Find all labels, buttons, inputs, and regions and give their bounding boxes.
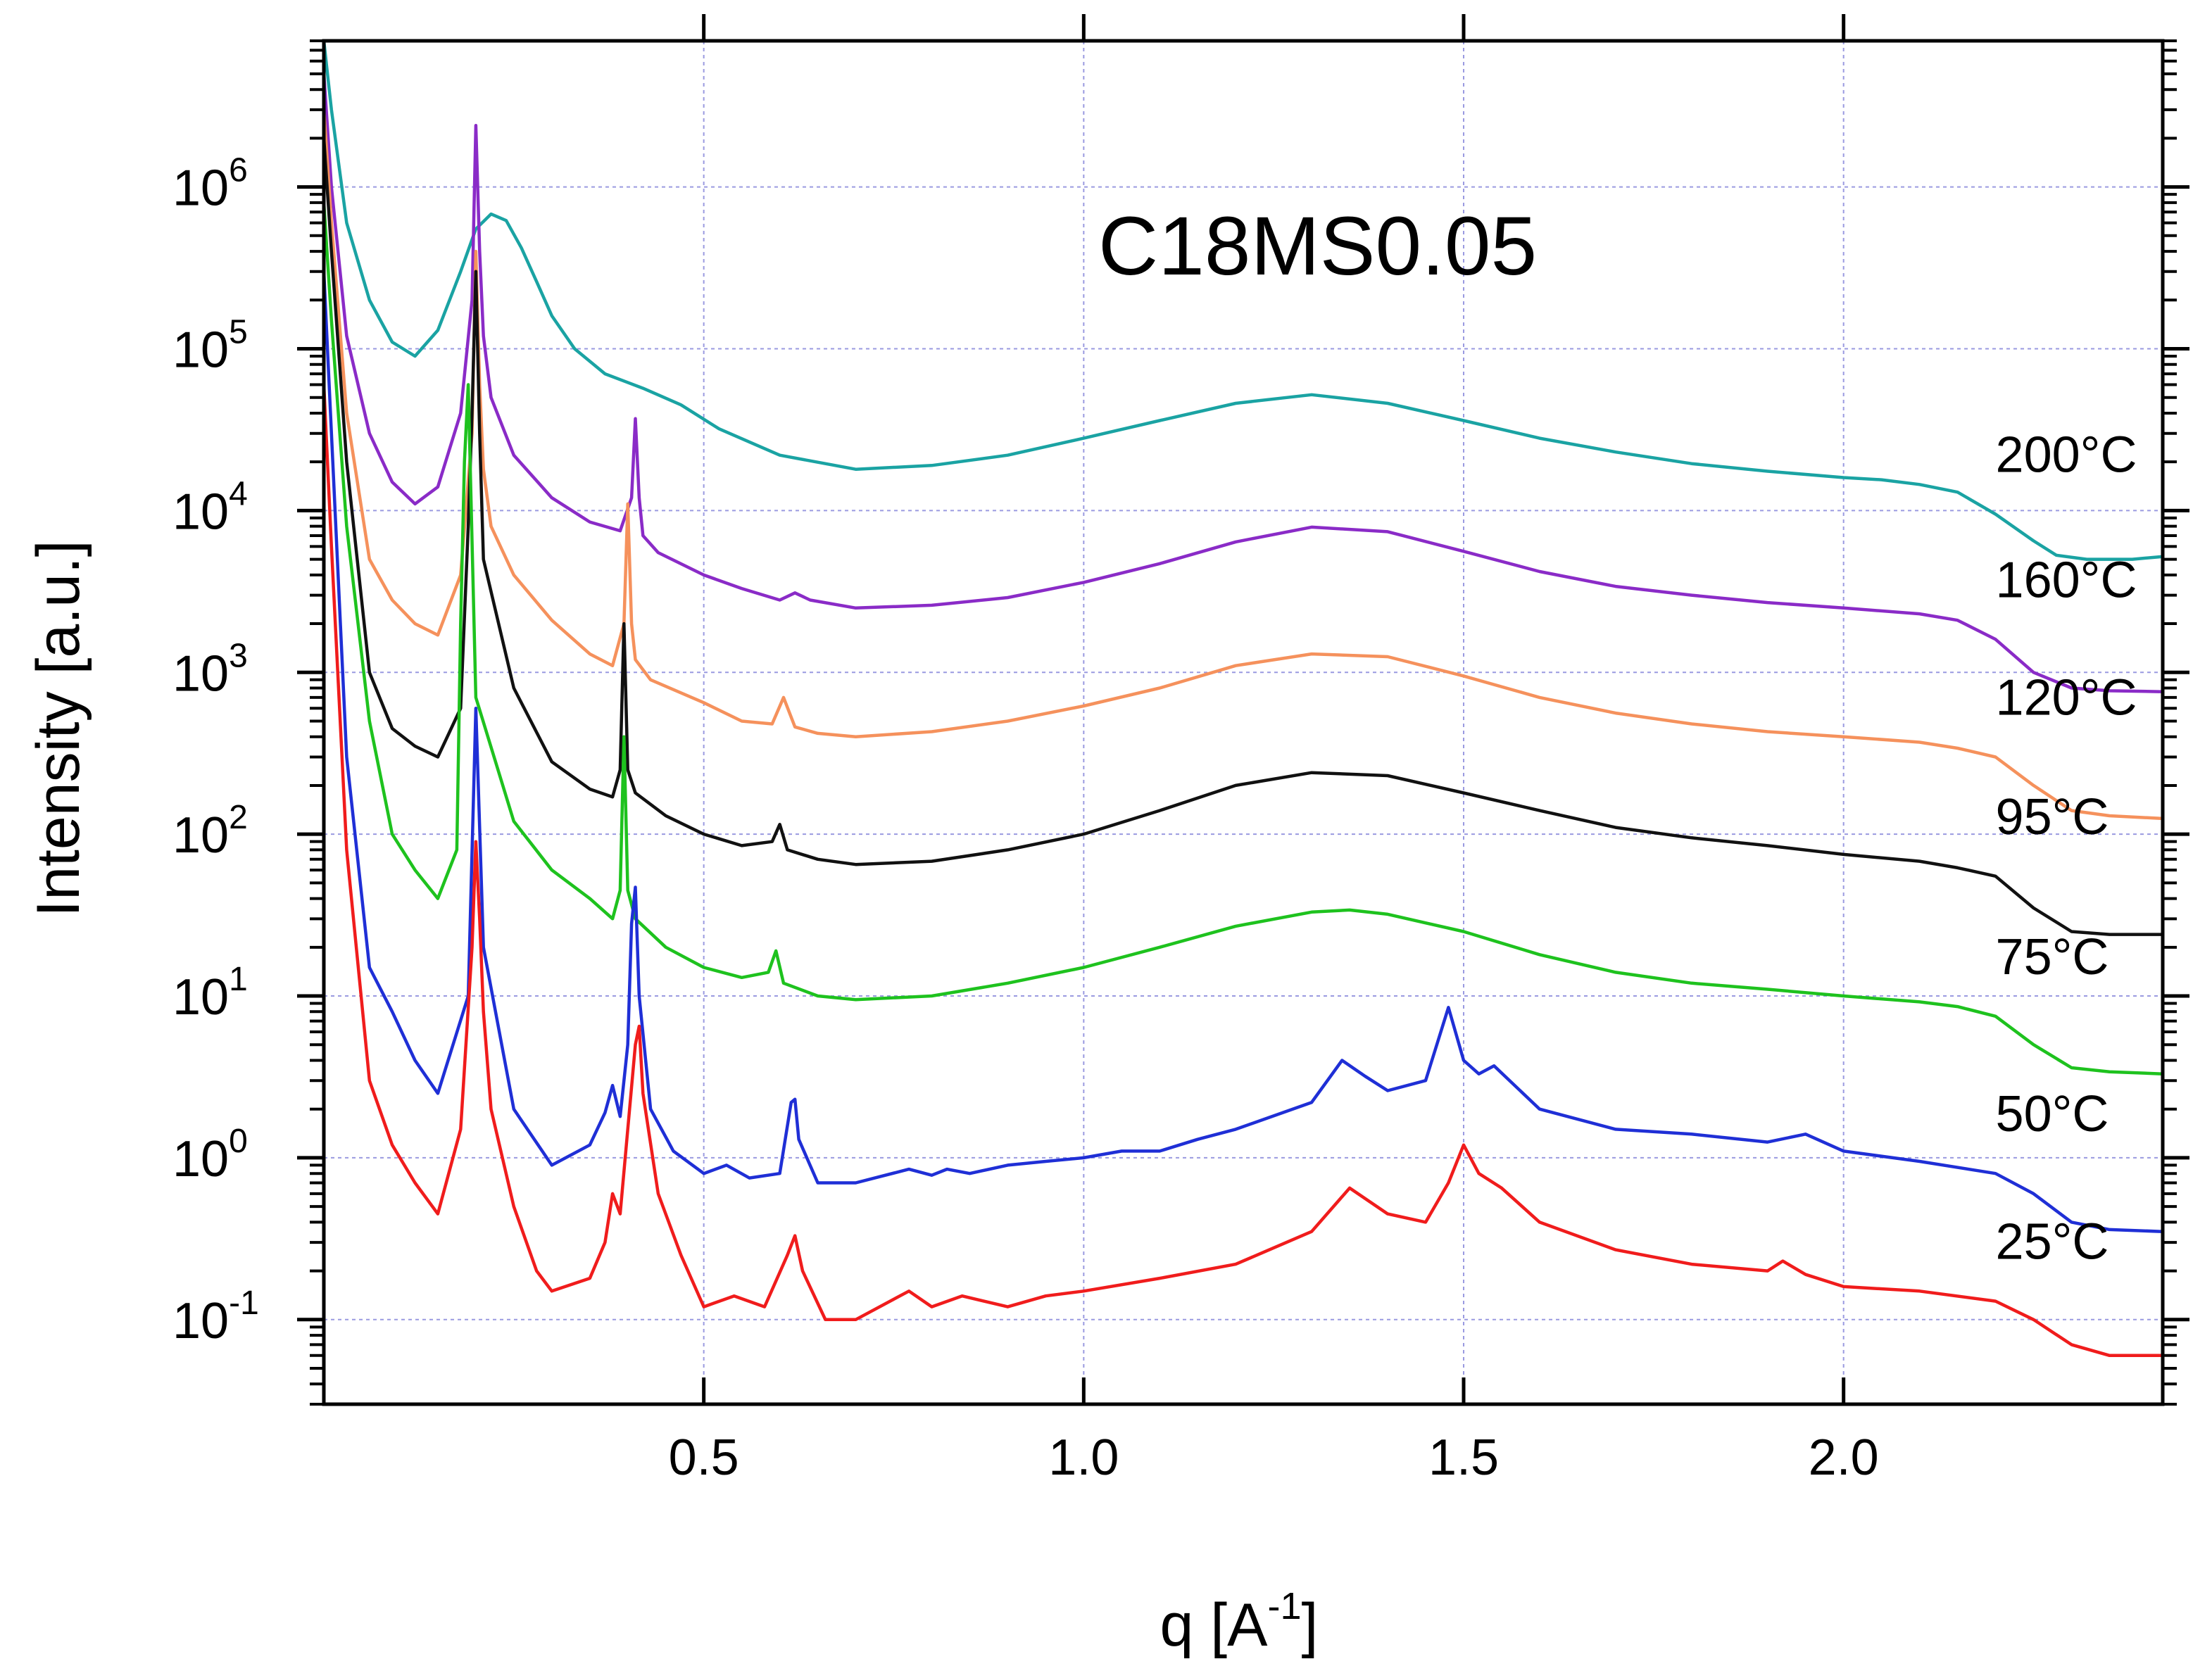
series-line [322,384,2163,1358]
series-label: 75°C [1996,929,2109,985]
series-line [322,138,2163,936]
y-tick-label: 10-1 [172,1285,259,1349]
series-label: 120°C [1996,669,2137,726]
series-label: 95°C [1996,789,2109,845]
series-line [322,202,2163,1075]
x-axis-label: q [A-1] [1160,1585,1319,1659]
x-axis-label-suffix: ] [1302,1591,1319,1659]
y-tick-base: 10 [172,160,229,217]
y-tick-exponent: 0 [229,1123,248,1160]
series-label: 200°C [1996,427,2137,483]
y-tick-base: 10 [172,969,229,1026]
y-tick-exponent: 2 [229,799,248,836]
x-tick-label: 2.0 [1809,1430,1879,1486]
y-tick-label: 101 [172,961,248,1026]
series-line [322,40,2163,561]
y-tick-base: 10 [172,484,229,540]
x-axis-label-main: q [A [1160,1591,1269,1659]
x-tick-label: 1.0 [1048,1430,1119,1486]
series-line [322,73,2163,693]
series-label: 160°C [1996,552,2137,608]
y-tick-base: 10 [172,645,229,702]
plot-frame [322,39,2165,1406]
x-tick-label: 1.5 [1428,1430,1499,1486]
y-tick-label: 102 [172,799,248,864]
labels: 0.5 1.0 1.5 2.010-1100101102103104105106200… [172,152,2137,1486]
y-tick-exponent: 1 [229,961,248,998]
y-tick-exponent: 6 [229,152,248,189]
series-line [322,271,2163,1233]
grid [324,41,2163,1404]
y-tick-exponent: 5 [229,313,248,351]
series-label: 50°C [1996,1086,2109,1142]
y-tick-base: 10 [172,807,229,864]
ticks [297,14,2189,1406]
y-tick-base: 10 [172,322,229,378]
y-tick-label: 104 [172,475,248,540]
y-tick-label: 100 [172,1123,248,1187]
series-label: 25°C [1996,1214,2109,1270]
chart-title: C18MS0.05 [1098,200,1537,293]
y-tick-exponent: 3 [229,637,248,674]
series-group [322,40,2163,1358]
y-tick-label: 106 [172,152,248,217]
y-tick-exponent: 4 [229,475,248,512]
x-axis-label-superscript: -1 [1268,1585,1302,1627]
y-tick-base: 10 [172,1293,229,1349]
y-tick-exponent: -1 [229,1285,259,1322]
y-tick-base: 10 [172,1131,229,1187]
x-tick-label: 0.5 [669,1430,739,1486]
y-axis-label: Intensity [a.u.] [25,540,92,916]
y-tick-label: 105 [172,313,248,378]
y-tick-label: 103 [172,637,248,702]
